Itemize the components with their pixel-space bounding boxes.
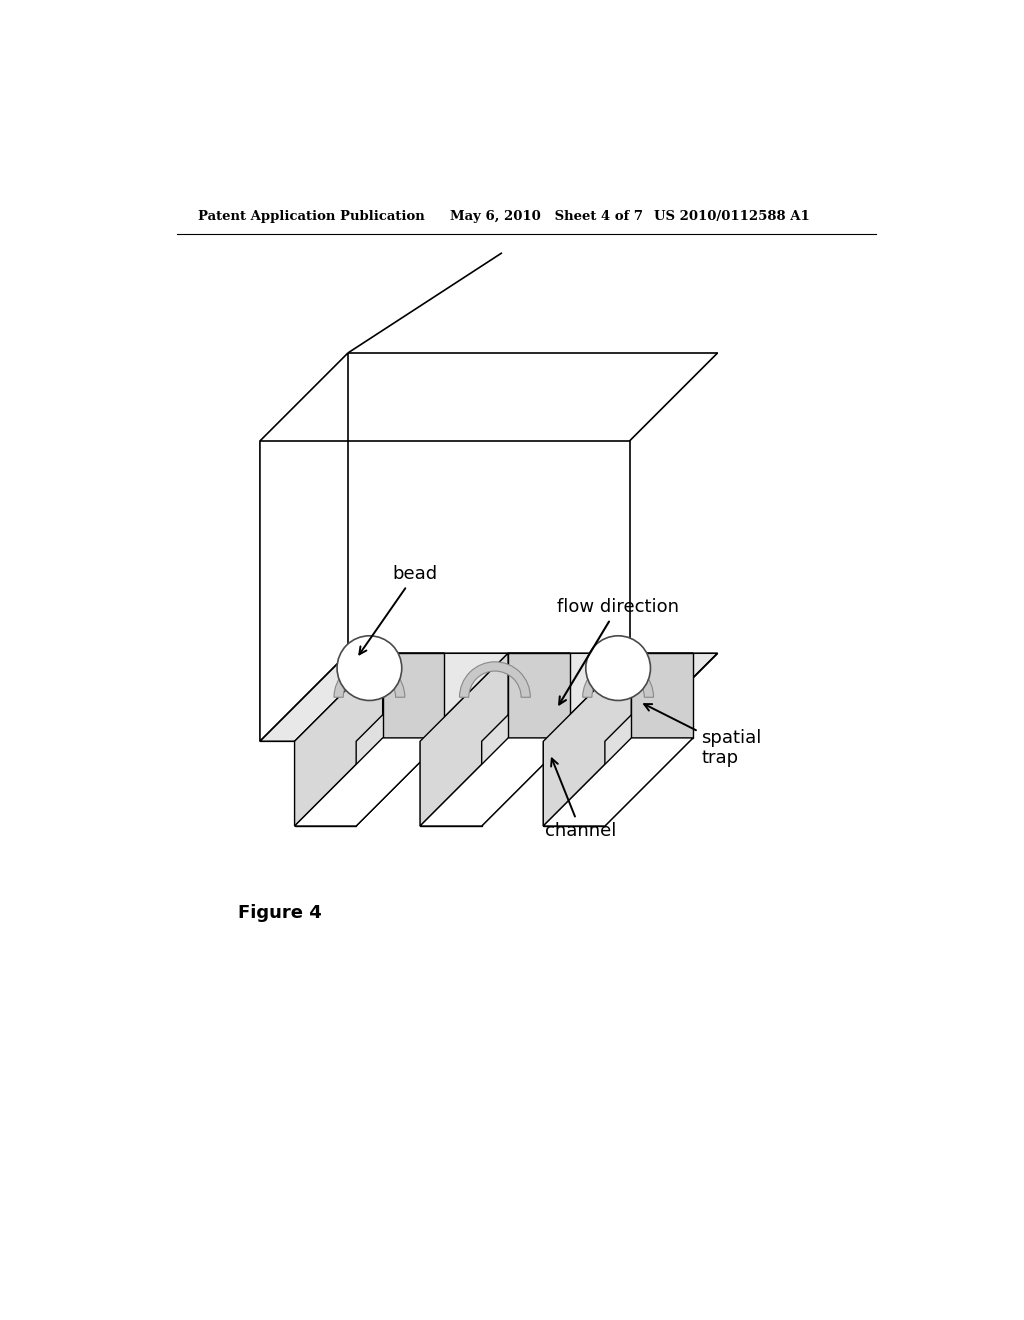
Text: US 2010/0112588 A1: US 2010/0112588 A1 — [654, 210, 810, 223]
Wedge shape — [334, 661, 404, 697]
Polygon shape — [295, 738, 444, 826]
Wedge shape — [460, 661, 530, 697]
Polygon shape — [544, 653, 632, 826]
Polygon shape — [544, 738, 693, 826]
Polygon shape — [295, 653, 444, 742]
Polygon shape — [420, 742, 481, 826]
Polygon shape — [295, 742, 356, 826]
Polygon shape — [295, 653, 383, 826]
Wedge shape — [583, 661, 653, 697]
Polygon shape — [632, 653, 693, 738]
Polygon shape — [481, 653, 569, 826]
Text: flow direction: flow direction — [556, 598, 679, 705]
Text: bead: bead — [359, 565, 437, 655]
Polygon shape — [356, 653, 444, 826]
Text: Figure 4: Figure 4 — [239, 904, 323, 921]
Circle shape — [337, 636, 401, 701]
Polygon shape — [420, 653, 508, 826]
Text: May 6, 2010   Sheet 4 of 7: May 6, 2010 Sheet 4 of 7 — [451, 210, 643, 223]
Polygon shape — [508, 653, 569, 738]
Text: channel: channel — [545, 759, 616, 840]
Polygon shape — [383, 653, 444, 738]
Polygon shape — [544, 742, 605, 826]
Polygon shape — [605, 653, 693, 826]
Polygon shape — [420, 653, 569, 742]
Polygon shape — [260, 653, 718, 742]
Polygon shape — [544, 653, 693, 742]
Polygon shape — [260, 352, 348, 742]
Text: spatial
trap: spatial trap — [644, 704, 762, 767]
Polygon shape — [420, 738, 569, 826]
Circle shape — [586, 636, 650, 701]
Text: Patent Application Publication: Patent Application Publication — [199, 210, 425, 223]
